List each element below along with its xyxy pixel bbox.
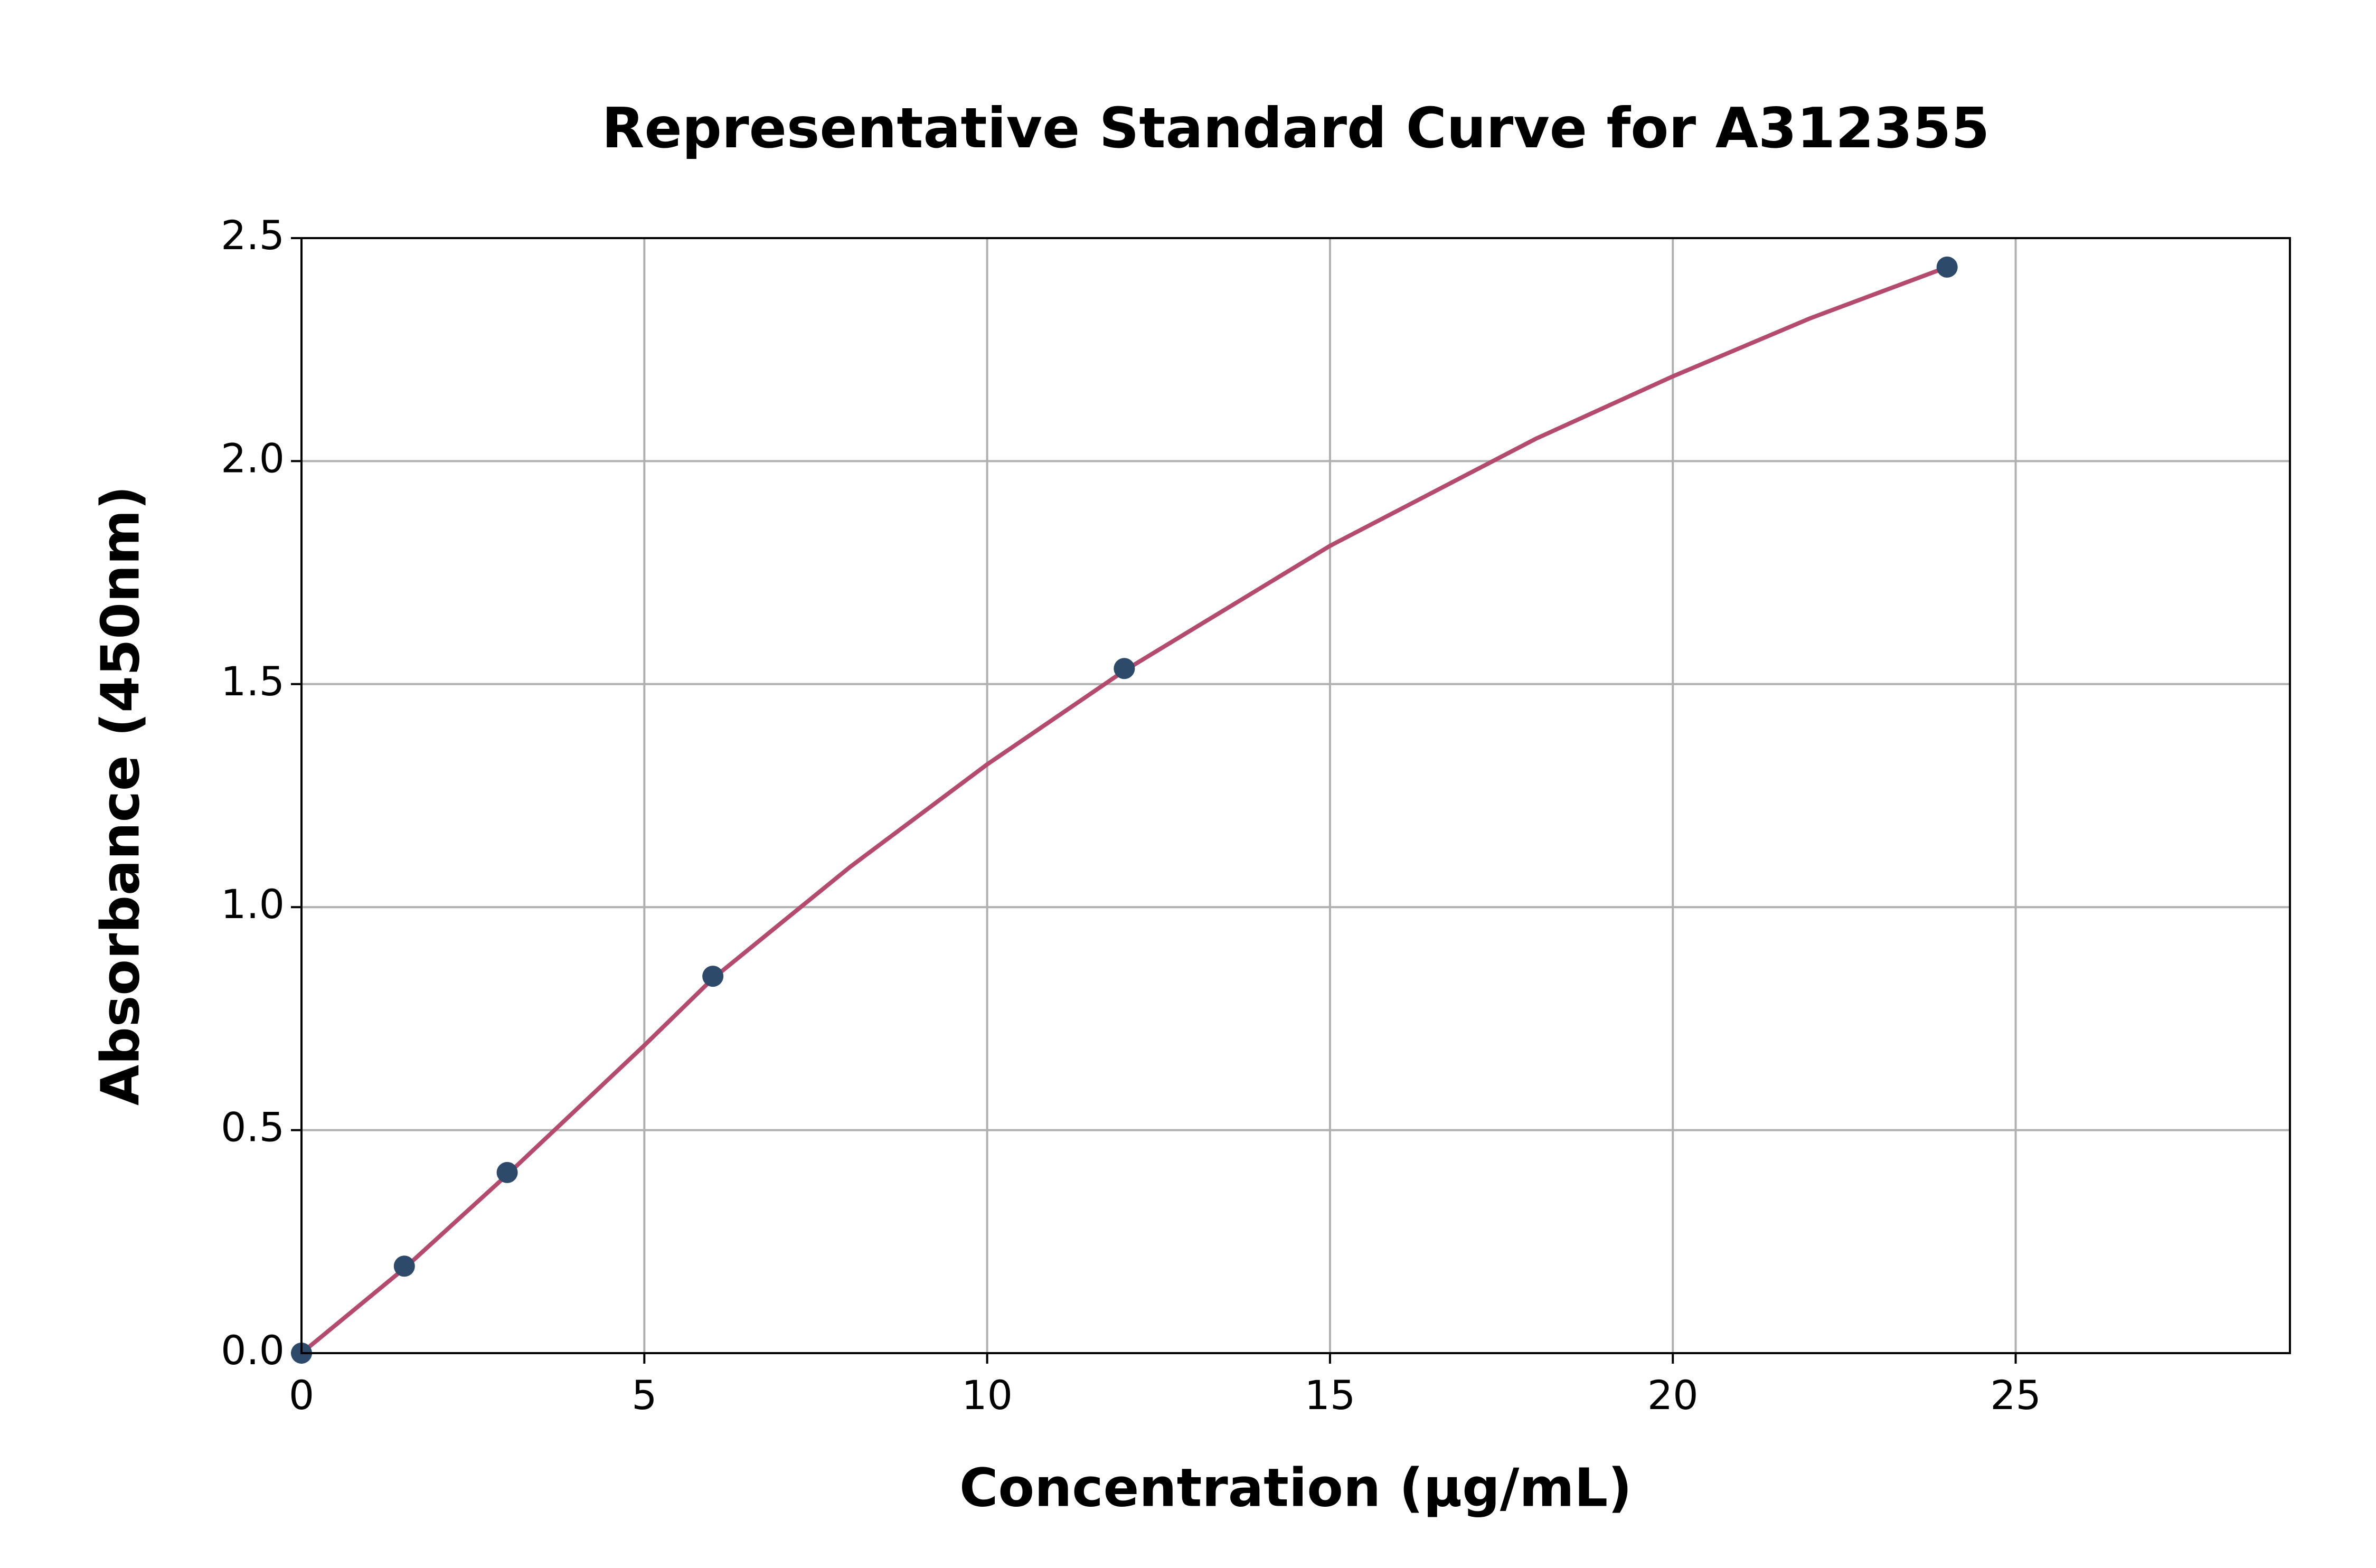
x-tick-label: 10 [961, 1372, 1013, 1419]
y-tick-label: 2.5 [221, 212, 285, 259]
y-tick-label: 0.5 [221, 1104, 285, 1151]
x-tick-label: 5 [631, 1372, 657, 1419]
y-tick-label: 1.5 [221, 658, 285, 705]
data-point [1936, 256, 1958, 278]
y-tick-label: 1.0 [221, 881, 285, 928]
data-point [393, 1255, 415, 1277]
chart-title: Representative Standard Curve for A31235… [602, 96, 1990, 160]
x-tick-label: 20 [1647, 1372, 1699, 1419]
data-point [496, 1161, 518, 1183]
y-tick-label: 0.0 [221, 1327, 285, 1374]
x-tick-label: 25 [1990, 1372, 2041, 1419]
fit-curve [300, 265, 1948, 1355]
y-axis-label: Absorbance (450nm) [89, 486, 151, 1106]
x-axis-label: Concentration (µg/mL) [959, 1457, 1632, 1518]
data-point [702, 966, 724, 987]
x-tick-label: 15 [1305, 1372, 1356, 1419]
data-point [1114, 658, 1135, 679]
y-tick-label: 2.0 [221, 434, 285, 481]
x-tick-label: 0 [289, 1372, 314, 1419]
plot-frame [300, 237, 2291, 1354]
